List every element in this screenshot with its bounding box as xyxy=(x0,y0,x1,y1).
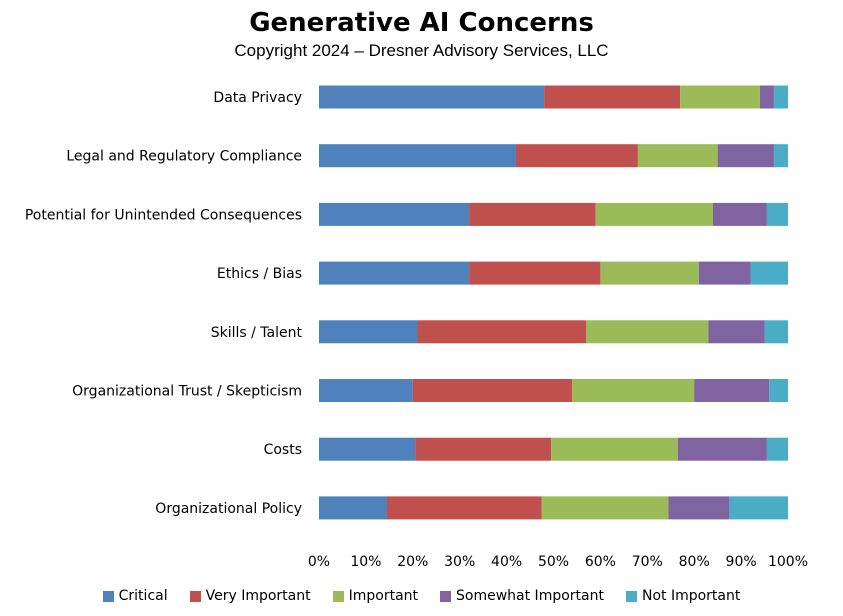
bar-segment xyxy=(572,379,695,402)
category-label: Organizational Trust / Skepticism xyxy=(72,384,302,400)
bar-segment xyxy=(412,379,573,402)
legend-label: Important xyxy=(348,588,419,604)
bar-segment xyxy=(759,85,774,109)
bar-segment xyxy=(750,261,788,285)
legend-swatch xyxy=(625,590,637,602)
legend-swatch xyxy=(102,590,114,602)
bar-segment xyxy=(319,496,388,520)
bar-segment xyxy=(708,320,765,344)
bar-segment xyxy=(668,496,730,520)
chart-title: Generative AI Concerns xyxy=(249,8,594,38)
legend-item: Very Important xyxy=(189,588,311,604)
legend-label: Somewhat Important xyxy=(456,588,604,604)
chart-subtitle: Copyright 2024 – Dresner Advisory Servic… xyxy=(234,41,609,60)
x-tick-label: 20% xyxy=(397,554,428,570)
x-tick-label: 60% xyxy=(585,554,616,570)
bar-segment xyxy=(769,379,788,402)
bar-segment xyxy=(764,320,788,344)
bar-segment xyxy=(319,144,516,168)
category-label: Legal and Regulatory Compliance xyxy=(66,149,302,165)
legend-label: Very Important xyxy=(205,588,311,604)
bar-segment xyxy=(595,202,713,226)
bar-segment xyxy=(541,496,669,520)
x-tick-label: 100% xyxy=(768,554,808,570)
legend-swatch xyxy=(332,590,344,602)
bar-segment xyxy=(766,202,788,226)
bar-segment xyxy=(319,437,416,461)
bar-segment xyxy=(319,320,418,344)
chart-legend: Critical Very Important Important Somewhat … xyxy=(0,588,843,604)
bar-segment xyxy=(694,379,770,402)
x-tick-label: 0% xyxy=(308,554,330,570)
legend-label: Not Important xyxy=(641,588,741,604)
x-tick-label: 50% xyxy=(538,554,569,570)
legend-item: Important xyxy=(332,588,419,604)
bar-segment xyxy=(515,144,638,168)
bar-segment xyxy=(417,320,587,344)
bar-segment xyxy=(551,437,678,461)
x-tick-label: 80% xyxy=(679,554,710,570)
bar-segment xyxy=(387,496,542,520)
bar-segment xyxy=(698,261,751,285)
bar-segment xyxy=(712,202,767,226)
bar-segment xyxy=(600,261,699,285)
bar-segment xyxy=(637,144,718,168)
bar-segment xyxy=(773,85,788,109)
bar-segment xyxy=(319,261,470,285)
category-label: Skills / Talent xyxy=(211,325,303,341)
bar-segment xyxy=(773,144,788,168)
bar-segment xyxy=(729,496,788,520)
x-tick-label: 40% xyxy=(491,554,522,570)
category-label: Data Privacy xyxy=(213,90,302,106)
bar-segment xyxy=(319,202,470,226)
bar-segment xyxy=(680,85,760,109)
category-label: Ethics / Bias xyxy=(217,266,302,282)
bar-segment xyxy=(469,202,596,226)
legend-label: Critical xyxy=(118,588,168,604)
legend-item: Somewhat Important xyxy=(440,588,604,604)
bar-segment xyxy=(766,437,788,461)
x-tick-label: 90% xyxy=(726,554,757,570)
legend-swatch xyxy=(440,590,452,602)
bar-segment xyxy=(717,144,774,168)
category-label: Costs xyxy=(264,442,302,458)
bar-segment xyxy=(544,85,681,109)
x-tick-label: 70% xyxy=(632,554,663,570)
bar-segment xyxy=(319,85,545,109)
bar-segment xyxy=(586,320,709,344)
legend-swatch xyxy=(189,590,201,602)
category-label: Potential for Unintended Consequences xyxy=(25,207,302,223)
legend-item: Critical xyxy=(102,588,168,604)
bar-segment xyxy=(677,437,767,461)
legend-item: Not Important xyxy=(625,588,741,604)
x-tick-label: 10% xyxy=(350,554,381,570)
category-label: Organizational Policy xyxy=(155,501,302,517)
x-tick-label: 30% xyxy=(444,554,475,570)
bar-segment xyxy=(415,437,552,461)
bar-segment xyxy=(469,261,601,285)
bar-segment xyxy=(319,379,413,402)
